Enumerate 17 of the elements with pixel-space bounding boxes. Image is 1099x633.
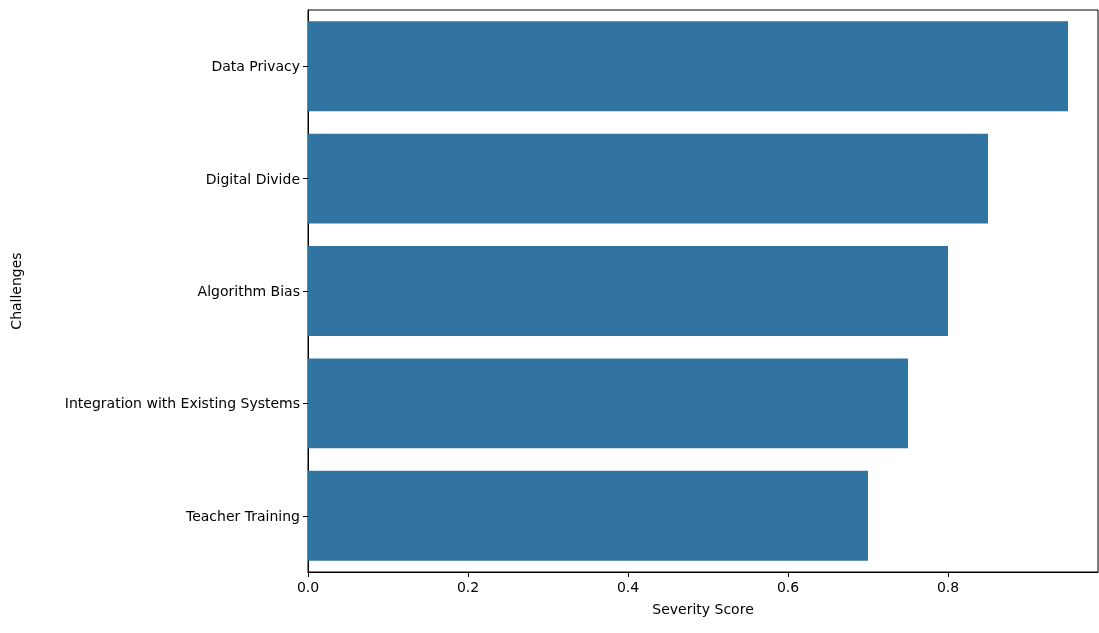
y-tick-label: Teacher Training xyxy=(185,507,300,524)
bar xyxy=(308,358,908,449)
y-tick-label: Digital Divide xyxy=(205,170,300,187)
y-axis-title: Challenges xyxy=(8,252,24,330)
x-axis-title: Severity Score xyxy=(652,601,754,617)
x-tick-label: 0.2 xyxy=(456,579,480,595)
y-tick-label: Integration with Existing Systems xyxy=(64,395,300,412)
x-tick-label: 0.4 xyxy=(616,579,640,595)
x-tick-label: 0.6 xyxy=(776,579,800,595)
bar xyxy=(308,21,1068,112)
bar xyxy=(308,246,948,336)
bar xyxy=(308,470,868,561)
y-tick-label: Data Privacy xyxy=(211,58,300,75)
x-tick-label: 0.8 xyxy=(936,579,960,595)
y-tick-label: Algorithm Bias xyxy=(197,283,300,299)
x-tick-label: 0.0 xyxy=(296,579,320,595)
bar xyxy=(308,133,988,224)
